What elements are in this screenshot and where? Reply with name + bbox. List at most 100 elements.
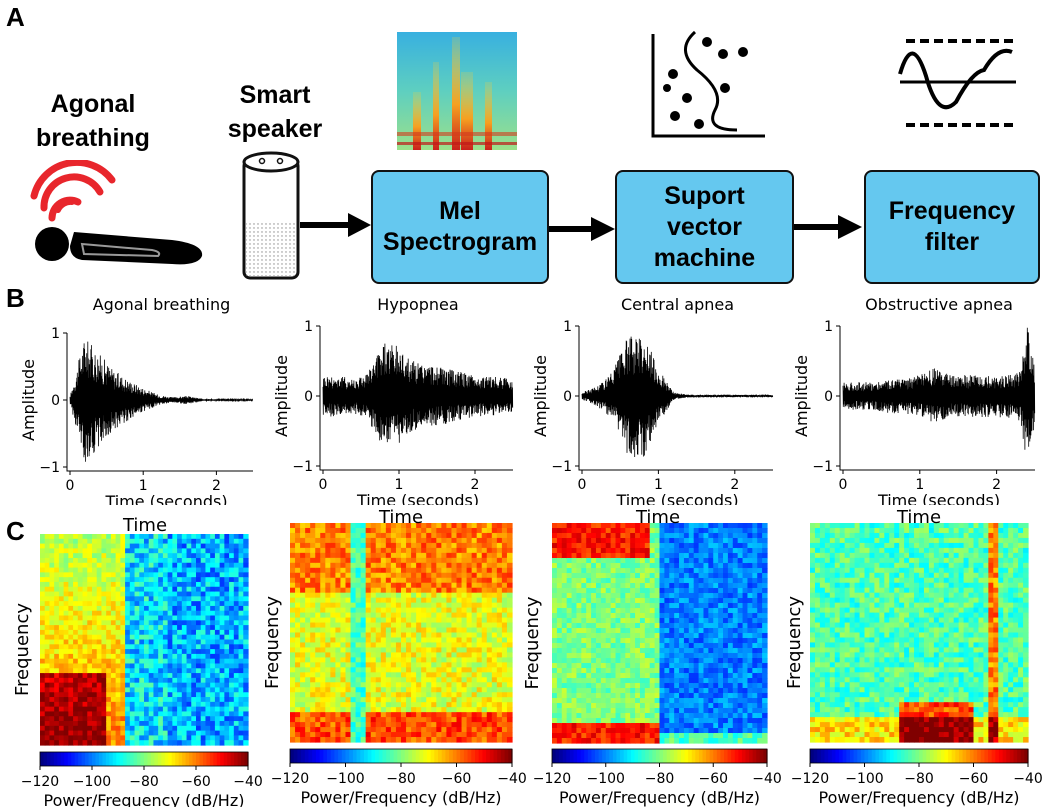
mel-spectrogram-box: Mel Spectrogram — [371, 170, 549, 284]
spectrogram-title: Time — [378, 507, 423, 528]
colorbar-tick-label: −40 — [752, 771, 782, 787]
colorbar-tick-label: −100 — [587, 771, 625, 787]
waveform-title: Hypopnea — [377, 295, 458, 314]
colorbar-tick-label: −80 — [645, 771, 675, 787]
person-lying-icon — [30, 160, 203, 265]
spectrogram-thumbnail — [397, 32, 517, 150]
sound-waves-icon — [30, 160, 116, 222]
y-tick-label: 0 — [304, 389, 313, 405]
y-tick-label: 0 — [824, 389, 833, 405]
frequency-filter-box: Frequency filter — [864, 170, 1040, 284]
x-tick-label: 1 — [654, 477, 663, 493]
spectrogram-title: Time — [896, 507, 941, 528]
panel-label-b: B — [6, 283, 25, 313]
waveform-trace — [69, 341, 254, 462]
colorbar-tick-label: −80 — [129, 774, 159, 790]
y-tick-label: 1 — [304, 319, 313, 335]
spectrogram-y-label: Frequency — [262, 596, 283, 689]
x-tick-label: 2 — [992, 477, 1001, 493]
x-axis-label: Time (seconds) — [104, 492, 227, 505]
x-tick-label: 2 — [471, 477, 480, 493]
frequency-filter-label: Frequency filter — [888, 197, 1016, 256]
waveform-axes — [319, 326, 513, 471]
svm-box: Suport vector machine — [615, 170, 794, 284]
panel-label-a: A — [6, 2, 25, 32]
x-tick-label: 1 — [915, 477, 924, 493]
colorbar-tick-label: −40 — [1013, 771, 1043, 787]
colorbar-tick-label: −40 — [497, 771, 527, 787]
waveform-title: Agonal breathing — [93, 295, 231, 314]
y-tick-label: 0 — [563, 389, 572, 405]
spectrogram-y-label: Frequency — [12, 603, 33, 696]
svm-scatter-icon — [651, 30, 765, 138]
colorbar-label: Power/Frequency (dB/Hz) — [44, 791, 245, 807]
colorbar-tick-label: −100 — [845, 771, 883, 787]
x-tick-label: 0 — [319, 477, 328, 493]
colorbar-tick-label: −100 — [326, 771, 364, 787]
y-tick-label: 1 — [824, 319, 833, 335]
svm-label: Suport vector machine — [653, 181, 756, 272]
spectrogram-y-label: Frequency — [522, 596, 543, 689]
colorbar-label: Power/Frequency (dB/Hz) — [819, 788, 1020, 807]
y-axis-label: Amplitude — [19, 359, 38, 441]
x-axis-label: Time (seconds) — [877, 491, 1000, 505]
colorbar-tick-label: −60 — [442, 771, 472, 787]
y-tick-label: −1 — [39, 460, 60, 476]
waveform-axes — [578, 326, 773, 471]
colorbar-tick-label: −120 — [21, 774, 59, 790]
colorbar-tick-label: −60 — [181, 774, 211, 790]
y-tick-label: 0 — [51, 393, 60, 409]
y-tick-label: 1 — [51, 326, 60, 342]
waveform-title: Obstructive apnea — [865, 295, 1013, 314]
spectrogram-title: Time — [635, 507, 680, 528]
colorbar-tick-label: −120 — [271, 771, 309, 787]
colorbar-tick-label: −100 — [73, 774, 111, 790]
colorbar-tick-label: −120 — [791, 771, 829, 787]
arrow-mel-to-svm — [549, 217, 615, 241]
x-axis-label: Time (seconds) — [615, 491, 738, 505]
waveform-axes — [839, 326, 1035, 471]
agonal-breathing-label: Agonal breathing — [36, 90, 150, 152]
frequency-filter-icon — [898, 39, 1016, 127]
y-tick-label: −1 — [292, 459, 313, 475]
smart-speaker-label: Smart speaker — [227, 81, 323, 143]
y-axis-label: Amplitude — [531, 355, 550, 437]
x-tick-label: 0 — [66, 478, 75, 494]
y-axis-label: Amplitude — [792, 355, 811, 437]
colorbar-tick-label: −120 — [533, 771, 571, 787]
mel-spectrogram-label: Mel Spectrogram — [382, 197, 538, 256]
waveform-axes — [66, 333, 253, 472]
colorbar-label: Power/Frequency (dB/Hz) — [301, 788, 502, 807]
waveform-trace — [322, 343, 514, 443]
y-tick-label: −1 — [812, 459, 833, 475]
colorbar-tick-label: −80 — [386, 771, 416, 787]
smart-speaker-icon — [242, 151, 300, 280]
colorbar-tick-label: −60 — [959, 771, 989, 787]
x-tick-label: 0 — [578, 477, 587, 493]
x-tick-label: 0 — [839, 477, 848, 493]
x-tick-label: 1 — [395, 477, 404, 493]
colorbar-label: Power/Frequency (dB/Hz) — [559, 788, 760, 807]
waveform-trace — [581, 336, 774, 458]
panel-label-c: C — [6, 516, 25, 546]
colorbar-tick-label: −60 — [698, 771, 728, 787]
waveform-trace — [842, 327, 1036, 450]
arrow-svm-to-filter — [794, 215, 862, 239]
y-tick-label: 1 — [563, 319, 572, 335]
colorbar-tick-label: −80 — [904, 771, 934, 787]
y-axis-label: Amplitude — [272, 355, 291, 437]
x-tick-label: 2 — [212, 478, 221, 494]
spectrogram-title: Time — [122, 515, 167, 536]
x-axis-label: Time (seconds) — [356, 491, 479, 505]
spectrogram-y-label: Frequency — [784, 596, 805, 689]
x-tick-label: 1 — [139, 478, 148, 494]
waveform-title: Central apnea — [621, 295, 734, 314]
